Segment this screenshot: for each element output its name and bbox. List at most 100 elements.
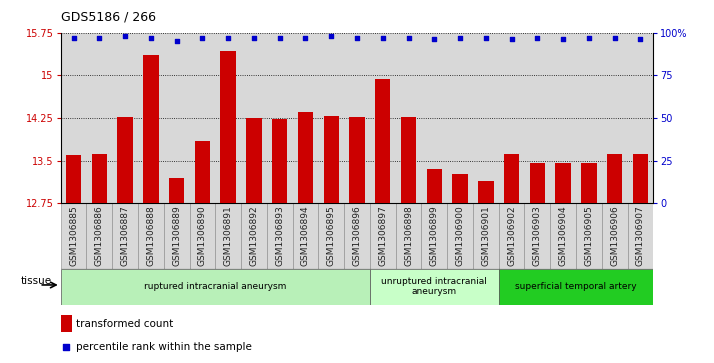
Bar xyxy=(86,203,112,269)
Text: GSM1306889: GSM1306889 xyxy=(172,205,181,266)
Text: GSM1306900: GSM1306900 xyxy=(456,205,465,266)
Text: GSM1306905: GSM1306905 xyxy=(584,205,593,266)
Bar xyxy=(525,203,550,269)
Text: GSM1306888: GSM1306888 xyxy=(146,205,156,266)
Text: GDS5186 / 266: GDS5186 / 266 xyxy=(61,11,156,24)
Bar xyxy=(61,315,72,332)
Bar xyxy=(349,117,365,203)
Point xyxy=(454,35,466,41)
Point xyxy=(68,35,79,41)
Bar xyxy=(216,203,241,269)
Point xyxy=(171,38,182,44)
Bar xyxy=(576,203,602,269)
Text: GSM1306885: GSM1306885 xyxy=(69,205,78,266)
Bar xyxy=(164,203,189,269)
Point xyxy=(300,35,311,41)
Text: GSM1306898: GSM1306898 xyxy=(404,205,413,266)
Bar xyxy=(633,154,648,203)
Point xyxy=(635,37,646,42)
Point xyxy=(609,35,620,41)
Bar xyxy=(447,203,473,269)
Text: GSM1306890: GSM1306890 xyxy=(198,205,207,266)
Point xyxy=(480,35,491,41)
Text: GSM1306893: GSM1306893 xyxy=(275,205,284,266)
Bar xyxy=(344,203,370,269)
Bar xyxy=(602,203,628,269)
Bar xyxy=(298,112,313,203)
Point xyxy=(250,252,261,258)
Text: GSM1306894: GSM1306894 xyxy=(301,205,310,266)
Bar xyxy=(195,141,210,203)
Bar xyxy=(426,169,442,203)
Bar xyxy=(61,269,370,305)
Bar xyxy=(628,203,653,269)
Text: tissue: tissue xyxy=(21,276,52,286)
Point xyxy=(248,35,260,41)
Bar xyxy=(189,203,216,269)
Bar xyxy=(607,154,623,203)
Bar xyxy=(375,79,391,203)
Bar xyxy=(61,203,86,269)
Bar xyxy=(138,203,164,269)
Point xyxy=(223,35,234,41)
Text: GSM1306887: GSM1306887 xyxy=(121,205,130,266)
Text: GSM1306902: GSM1306902 xyxy=(507,205,516,266)
Bar xyxy=(66,155,81,203)
Text: GSM1306899: GSM1306899 xyxy=(430,205,439,266)
Text: unruptured intracranial
aneurysm: unruptured intracranial aneurysm xyxy=(381,277,487,297)
Point xyxy=(119,33,131,39)
Text: GSM1306903: GSM1306903 xyxy=(533,205,542,266)
Bar xyxy=(293,203,318,269)
Point xyxy=(558,37,569,42)
Bar xyxy=(498,269,653,305)
Bar xyxy=(550,203,576,269)
Bar xyxy=(241,203,267,269)
Text: GSM1306886: GSM1306886 xyxy=(95,205,104,266)
Bar xyxy=(370,269,498,305)
Point xyxy=(583,35,595,41)
Text: superficial temporal artery: superficial temporal artery xyxy=(516,282,637,291)
Text: percentile rank within the sample: percentile rank within the sample xyxy=(76,342,252,352)
Point xyxy=(428,37,440,42)
Point xyxy=(506,37,518,42)
Bar xyxy=(117,117,133,203)
Bar xyxy=(473,203,498,269)
Bar xyxy=(498,203,525,269)
Text: GSM1306901: GSM1306901 xyxy=(481,205,491,266)
Bar xyxy=(453,174,468,203)
Point xyxy=(377,35,388,41)
Text: GSM1306904: GSM1306904 xyxy=(558,205,568,266)
Bar xyxy=(396,203,421,269)
Text: GSM1306907: GSM1306907 xyxy=(636,205,645,266)
Text: GSM1306906: GSM1306906 xyxy=(610,205,619,266)
Text: GSM1306892: GSM1306892 xyxy=(249,205,258,266)
Bar xyxy=(221,52,236,203)
Bar xyxy=(370,203,396,269)
Bar xyxy=(323,116,339,203)
Bar xyxy=(143,56,159,203)
Point xyxy=(326,33,337,39)
Bar xyxy=(421,203,447,269)
Bar xyxy=(581,163,597,203)
Bar xyxy=(478,180,493,203)
Text: GSM1306896: GSM1306896 xyxy=(353,205,361,266)
Text: GSM1306891: GSM1306891 xyxy=(223,205,233,266)
Bar xyxy=(169,178,184,203)
Bar xyxy=(318,203,344,269)
Point xyxy=(274,35,286,41)
Bar xyxy=(246,118,261,203)
Bar xyxy=(267,203,293,269)
Text: ruptured intracranial aneurysm: ruptured intracranial aneurysm xyxy=(144,282,286,291)
Text: transformed count: transformed count xyxy=(76,318,174,329)
Point xyxy=(532,35,543,41)
Bar xyxy=(530,163,545,203)
Point xyxy=(145,35,156,41)
Point xyxy=(196,35,208,41)
Bar xyxy=(272,119,288,203)
Bar xyxy=(504,154,519,203)
Bar xyxy=(401,117,416,203)
Point xyxy=(351,35,363,41)
Bar xyxy=(91,154,107,203)
Text: GSM1306895: GSM1306895 xyxy=(327,205,336,266)
Point xyxy=(403,35,414,41)
